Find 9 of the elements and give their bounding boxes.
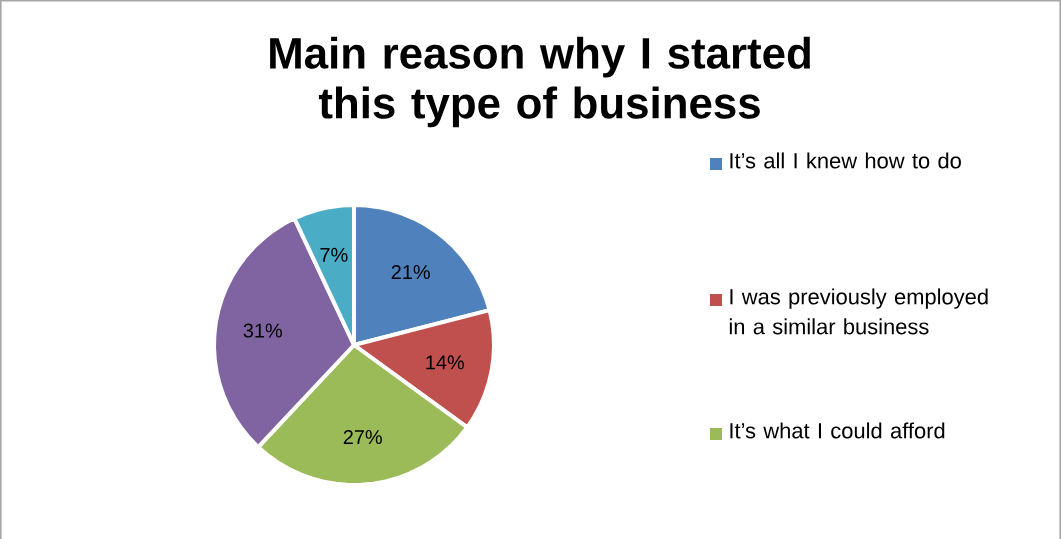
data-label: 27% [343, 429, 382, 444]
legend-label: It’s what I could afford [730, 422, 945, 439]
data-label: 21% [391, 264, 430, 279]
legend-label: I was previously employed in a similar business [729, 288, 988, 335]
data-label: 7% [320, 247, 348, 262]
chart-title: Main reason why I started this type of business [270, 36, 810, 128]
data-label: 14% [426, 355, 465, 370]
data-label: 31% [243, 323, 282, 338]
legend-label: It’s all I knew how to do [730, 152, 961, 169]
